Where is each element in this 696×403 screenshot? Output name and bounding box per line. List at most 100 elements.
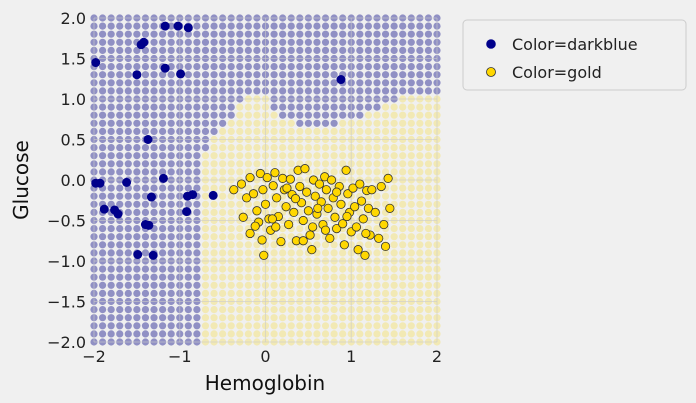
background-grid-point [159,306,167,314]
background-grid-point [330,127,338,135]
gold-point [267,214,277,224]
background-grid-point [296,225,304,233]
background-grid-point [407,233,415,241]
background-grid-point [116,314,124,322]
background-grid-point [124,208,132,216]
background-grid-point [116,144,124,152]
background-grid-point [296,152,304,160]
background-grid-point [424,144,433,152]
background-grid-point [313,233,321,241]
background-grid-point [313,119,321,127]
background-grid-point [124,63,132,71]
background-grid-point [381,233,390,241]
background-grid-point [399,281,407,289]
background-grid-point [399,71,407,79]
background-grid-point [424,273,433,281]
background-grid-point [219,273,227,281]
background-grid-point [227,314,235,322]
background-grid-point [116,87,124,95]
background-grid-point [107,265,115,273]
background-grid-point [227,22,235,30]
gold-point [326,175,337,185]
background-grid-point [193,30,201,38]
background-grid-point [416,111,424,119]
background-grid-point [236,330,244,338]
background-grid-point [116,192,124,200]
background-grid-point [296,119,304,127]
background-grid-point [296,22,304,30]
background-grid-point [167,111,175,119]
y-tick-label: 0.0 [61,171,86,190]
background-grid-point [193,71,201,79]
background-grid-point [133,330,141,338]
background-grid-point [244,281,252,289]
background-grid-point [287,322,295,330]
background-grid-point [296,144,304,152]
background-grid-point [116,225,124,233]
background-grid-point [236,233,244,241]
background-grid-point [236,249,244,257]
background-grid-point [330,71,338,79]
background-grid-point [270,200,278,208]
background-grid-point [159,192,167,200]
background-grid-point [416,79,424,87]
background-grid-point [330,314,338,322]
background-grid-point [416,168,424,176]
background-grid-point [424,127,433,135]
background-grid-point [219,249,227,257]
background-grid-point [201,289,210,297]
background-grid-point [193,144,201,152]
background-grid-point [236,71,244,79]
background-grid-point [150,184,158,192]
background-grid-point [236,200,244,208]
gold-point [281,202,291,212]
background-grid-point [321,87,330,95]
background-grid-point [321,119,330,127]
background-grid-point [287,152,295,160]
background-grid-point [184,330,192,338]
background-grid-point [390,127,398,135]
background-grid-point [133,241,141,249]
background-grid-point [356,306,364,314]
background-grid-point [381,46,390,55]
background-grid-point [287,168,295,176]
gold-point [339,240,349,250]
background-grid-point [424,22,433,30]
background-grid-point [416,184,424,192]
background-grid-point [399,233,407,241]
gold-point [370,207,380,217]
background-grid-point [364,30,372,38]
darkblue-point [176,69,186,79]
background-grid-point [416,30,424,38]
background-grid-point [184,38,192,46]
background-grid-point [159,241,167,249]
background-grid-point [390,265,398,273]
background-grid-point [159,127,167,135]
background-grid-point [184,111,192,119]
background-grid-point [279,30,287,38]
background-grid-point [227,71,235,79]
background-grid-point [184,30,192,38]
background-grid-point [124,233,132,241]
background-grid-point [107,30,115,38]
background-grid-point [124,144,132,152]
background-grid-point [424,111,433,119]
background-grid-point [399,306,407,314]
background-grid-point [167,233,175,241]
background-grid-point [304,127,312,135]
background-grid-point [304,103,312,111]
background-grid-point [339,87,347,95]
background-grid-point [424,160,433,168]
background-grid-point [304,63,312,71]
background-grid-point [339,46,347,55]
gold-point [229,185,239,195]
background-grid-point [107,192,115,200]
background-grid-point [339,289,347,297]
background-grid-point [407,111,415,119]
background-grid-point [184,273,192,281]
background-grid-point [424,225,433,233]
background-grid-point [210,306,218,314]
legend-marker-gold [486,67,496,77]
background-grid-point [373,63,381,71]
background-grid-point [159,200,167,208]
